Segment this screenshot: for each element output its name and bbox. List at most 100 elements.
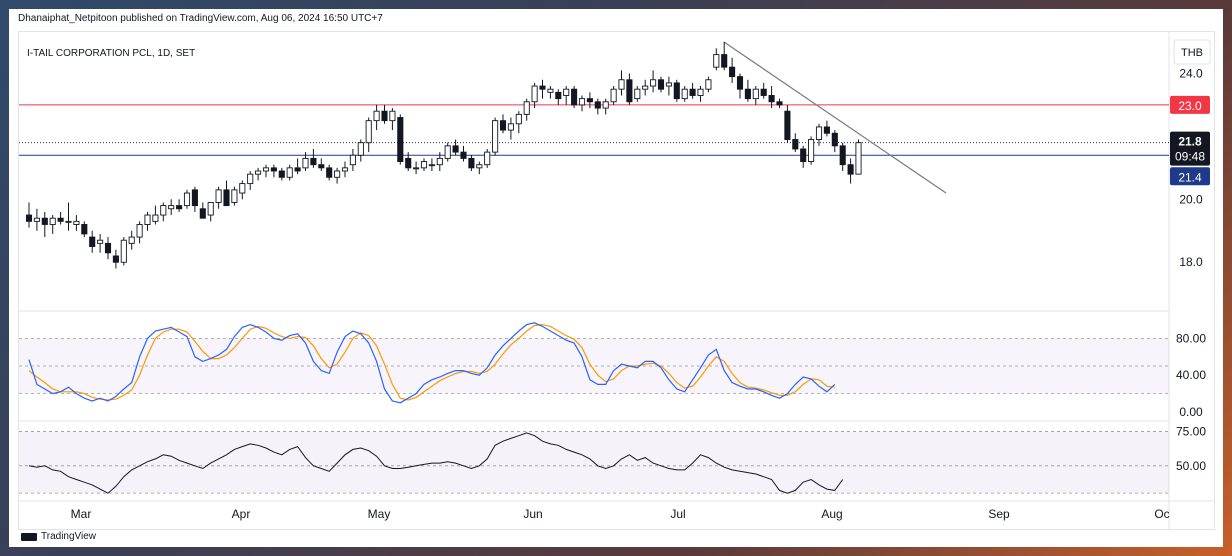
candle-up bbox=[523, 101, 530, 115]
candle-up bbox=[136, 224, 143, 238]
candle-up bbox=[389, 110, 396, 122]
candle-up bbox=[168, 205, 175, 210]
candle-up bbox=[578, 98, 586, 106]
price-tick-label: 18.0 bbox=[1179, 255, 1203, 269]
candle-up bbox=[33, 217, 40, 222]
candle-down bbox=[839, 145, 846, 166]
tradingview-brand[interactable]: TradingView bbox=[21, 531, 96, 542]
candle-up bbox=[507, 123, 514, 131]
candle-up bbox=[752, 88, 759, 100]
resistance-badge-label: 23.0 bbox=[1178, 99, 1202, 113]
candle-down bbox=[460, 151, 467, 159]
candle-up bbox=[357, 142, 364, 156]
candle-down bbox=[823, 126, 830, 134]
candle-down bbox=[657, 79, 665, 90]
candle-down bbox=[792, 139, 799, 150]
candle-up bbox=[547, 88, 554, 93]
chart-frame: Dhanaiphat_Netpitoon published on Tradin… bbox=[9, 9, 1223, 547]
candle-up bbox=[610, 88, 617, 103]
candle-up bbox=[602, 101, 609, 109]
candle-down bbox=[468, 157, 475, 169]
candle-down bbox=[594, 101, 601, 109]
chart-canvas[interactable]: I-TAIL CORPORATION PCL, 1D, SETTHB24.022… bbox=[19, 32, 1214, 529]
candle-up bbox=[152, 214, 159, 222]
candle-down bbox=[199, 208, 206, 219]
candle-down bbox=[294, 167, 301, 172]
candle-down bbox=[278, 170, 285, 178]
stoch-tick-label: 40.00 bbox=[1176, 368, 1206, 382]
support-badge bbox=[1170, 167, 1210, 186]
price-tick-label: 20.0 bbox=[1179, 192, 1203, 206]
candle-down bbox=[586, 98, 593, 103]
candle-down bbox=[81, 224, 88, 235]
candle-down bbox=[104, 242, 112, 254]
month-label: Jun bbox=[523, 507, 542, 521]
candle-up bbox=[334, 170, 341, 178]
last-price-badge bbox=[1170, 131, 1210, 166]
candle-down bbox=[721, 54, 728, 68]
candle-down bbox=[223, 189, 230, 207]
candle-up bbox=[515, 113, 522, 125]
candle-up bbox=[484, 151, 491, 166]
candle-down bbox=[112, 255, 119, 263]
candle-up bbox=[815, 126, 823, 140]
candle-down bbox=[689, 88, 696, 96]
candle-down bbox=[539, 85, 546, 90]
candle-down bbox=[310, 157, 317, 166]
currency-box bbox=[1173, 39, 1211, 65]
candle-up bbox=[144, 214, 151, 225]
candle-up bbox=[215, 189, 222, 203]
candle-up bbox=[231, 189, 238, 203]
candle-down bbox=[89, 236, 96, 247]
candle-down bbox=[768, 95, 775, 103]
trend-line bbox=[723, 41, 947, 194]
candle-up bbox=[650, 79, 657, 87]
candle-up bbox=[563, 88, 570, 96]
candle-up bbox=[642, 85, 649, 90]
candle-down bbox=[452, 145, 459, 153]
candle-up bbox=[97, 239, 104, 244]
candle-up bbox=[207, 202, 214, 216]
candle-up bbox=[365, 120, 372, 144]
stoch-tick-label: 80.00 bbox=[1176, 331, 1206, 345]
candle-down bbox=[405, 157, 412, 169]
stoch-band bbox=[19, 338, 1169, 394]
support-badge-label: 21.4 bbox=[1178, 170, 1202, 184]
stoch-d-line bbox=[28, 323, 835, 401]
candle-down bbox=[847, 164, 854, 175]
tradingview-logo-icon bbox=[21, 532, 37, 541]
candle-up bbox=[531, 85, 538, 103]
candle-up bbox=[413, 167, 420, 170]
candle-down bbox=[555, 91, 562, 100]
publisher-line: Dhanaiphat_Netpitoon published on Tradin… bbox=[18, 13, 383, 24]
candle-down bbox=[25, 214, 33, 222]
month-label: Sep bbox=[988, 507, 1010, 521]
month-label: Aug bbox=[821, 507, 842, 521]
candle-up bbox=[420, 161, 428, 169]
candle-up bbox=[239, 183, 246, 194]
candle-up bbox=[73, 220, 80, 225]
candle-down bbox=[744, 88, 751, 100]
candle-up bbox=[128, 236, 135, 244]
candle-up bbox=[262, 167, 270, 172]
candle-down bbox=[499, 120, 507, 131]
candle-up bbox=[665, 82, 672, 87]
candle-down bbox=[326, 167, 333, 178]
month-label: Mar bbox=[71, 507, 92, 521]
candle-up bbox=[444, 145, 451, 159]
candle-down bbox=[191, 189, 198, 207]
candle-down bbox=[397, 117, 404, 163]
month-label: May bbox=[368, 507, 391, 521]
chart-panel[interactable]: I-TAIL CORPORATION PCL, 1D, SETTHB24.022… bbox=[18, 31, 1215, 530]
stoch-tick-label: 0.00 bbox=[1179, 405, 1203, 419]
candle-up bbox=[247, 173, 254, 185]
candle-up bbox=[436, 157, 443, 166]
candle-down bbox=[800, 148, 807, 163]
rsi-tick-label: 50.00 bbox=[1176, 459, 1206, 473]
candle-down bbox=[760, 88, 767, 96]
candle-up bbox=[476, 164, 483, 169]
candle-down bbox=[381, 110, 388, 122]
candle-up bbox=[713, 54, 720, 68]
candle-up bbox=[618, 79, 625, 90]
candle-up bbox=[120, 239, 127, 263]
